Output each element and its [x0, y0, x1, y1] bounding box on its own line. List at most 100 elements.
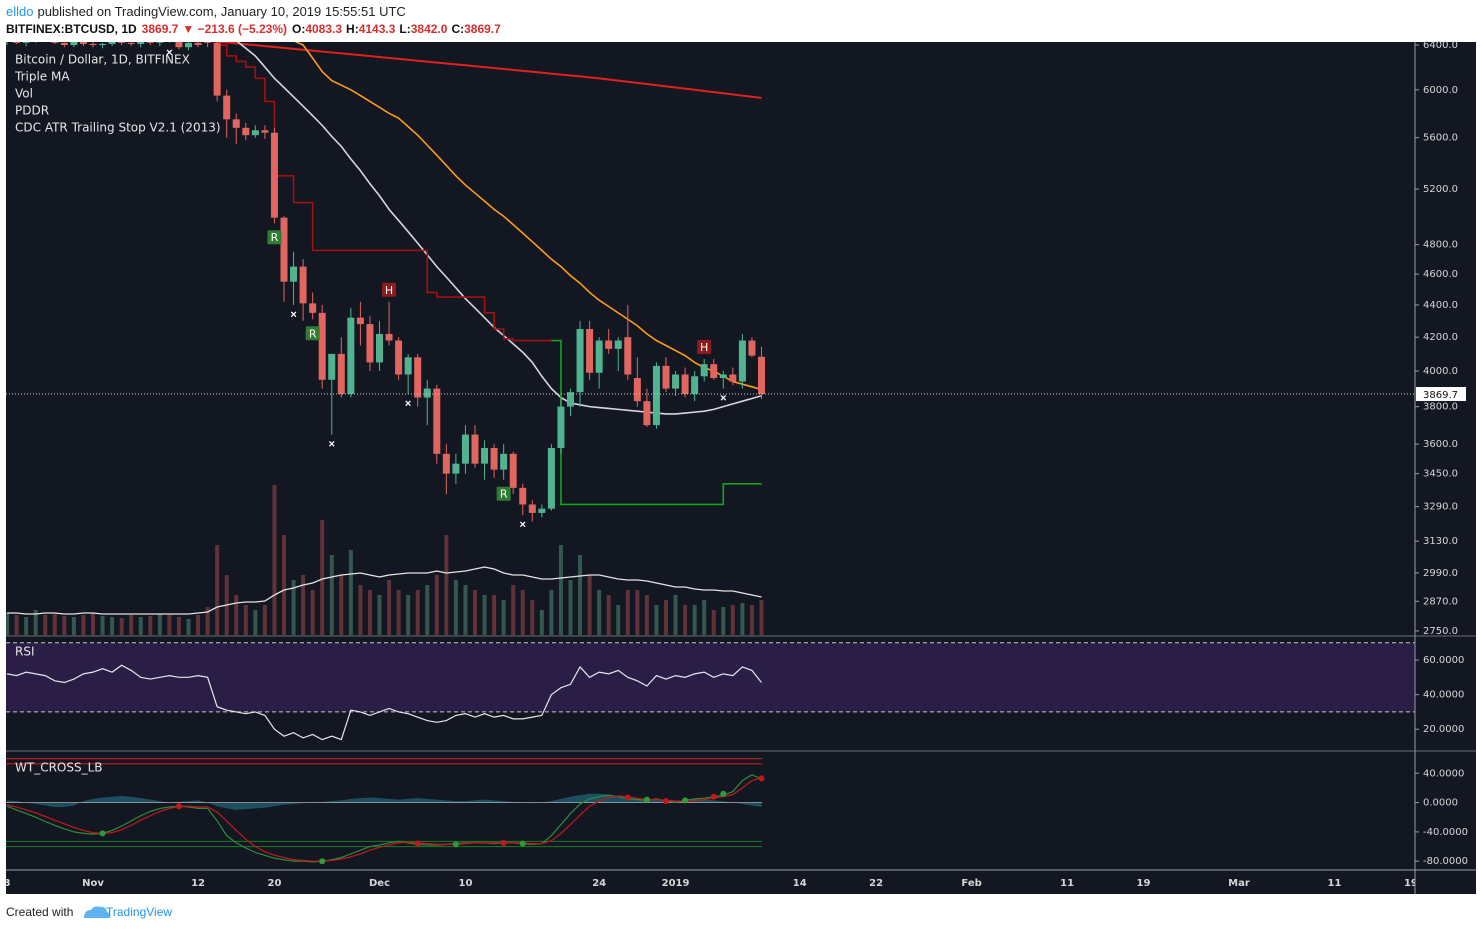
- volume-bar: [33, 610, 38, 635]
- volume-bar: [749, 605, 754, 635]
- candle-body: [204, 42, 212, 43]
- volume-bar: [282, 535, 286, 635]
- candle-body: [528, 504, 536, 513]
- candle-body: [538, 508, 546, 513]
- x-tick-label: Nov: [82, 878, 104, 889]
- volume-bar: [387, 580, 392, 635]
- wt-cross-dot: [519, 840, 526, 847]
- footer-created: Created with: [6, 905, 73, 919]
- wt-cross-dot: [682, 797, 689, 804]
- author[interactable]: elldo: [6, 4, 33, 19]
- tradingview-logo: [84, 906, 111, 918]
- wt-cross-dot: [643, 796, 650, 803]
- wt-cross-dot: [319, 858, 326, 865]
- volume-bar: [673, 595, 678, 635]
- volume-bar: [415, 590, 420, 635]
- volume-bar: [664, 600, 668, 635]
- volume-bar: [129, 615, 134, 635]
- pddr-badge: [305, 326, 320, 341]
- volume-bar: [597, 590, 602, 635]
- pane-title: WT_CROSS_LB: [15, 761, 103, 775]
- candle-body: [328, 353, 336, 380]
- y-tick-label: 3290.0: [1423, 502, 1458, 513]
- x-tick-label: 20: [267, 878, 281, 889]
- y-tick-label: 0.0000: [1423, 798, 1458, 809]
- pddr-label: R: [500, 488, 508, 501]
- pddr-badge: [382, 282, 397, 297]
- legend-item: PDDR: [15, 104, 49, 118]
- candle-body: [385, 333, 393, 341]
- x-tick-label: 11: [1060, 878, 1074, 889]
- candle-body: [681, 374, 689, 394]
- candle-body: [318, 312, 326, 380]
- volume-bar: [558, 545, 563, 635]
- volume-bar: [358, 585, 363, 635]
- y-tick-label: 2990.0: [1423, 568, 1458, 579]
- candle-body: [586, 328, 594, 373]
- y-tick-label: -40.0000: [1423, 827, 1468, 838]
- y-tick-label: 2870.0: [1423, 596, 1458, 607]
- x-tick-label: 3: [4, 878, 11, 889]
- candle-body: [42, 39, 49, 40]
- volume-bar: [148, 616, 153, 635]
- wt-cross-dot: [758, 775, 765, 782]
- candle-body: [347, 317, 355, 394]
- y-tick-label: 2750.0: [1423, 626, 1458, 637]
- y-tick-label: 3600.0: [1423, 439, 1458, 450]
- candle-body: [137, 42, 145, 44]
- pddr-label: R: [309, 327, 317, 340]
- ohlc-value: 3842.0: [411, 22, 448, 36]
- volume-bar: [721, 607, 726, 635]
- rsi-line: [6, 664, 762, 741]
- volume-bar: [138, 617, 143, 635]
- rsi-band: [6, 642, 1415, 712]
- volume-bar: [482, 595, 487, 635]
- x-tick-label: 19: [1404, 878, 1418, 889]
- candle-body: [337, 353, 345, 394]
- candle-body: [242, 127, 250, 136]
- symbol: BITFINEX:BTCUSD, 1D: [6, 22, 137, 36]
- pddr-cross: ×: [720, 393, 726, 405]
- volume-bar: [6, 613, 10, 635]
- ohlc-value: 3869.7: [464, 22, 501, 36]
- footer-brand[interactable]: TradingView: [106, 905, 172, 919]
- candle-body: [758, 356, 765, 395]
- x-tick-label: 11: [1328, 878, 1342, 889]
- y-tick-label: 40.0000: [1423, 768, 1464, 779]
- volume-bar: [110, 617, 115, 635]
- candle-body: [299, 266, 307, 304]
- y-tick-label: 3800.0: [1423, 402, 1458, 413]
- ohlc-key: H:: [346, 22, 359, 36]
- ohlc-value: 4143.3: [359, 22, 396, 36]
- volume-bar: [329, 555, 334, 635]
- last-price-label: 3869.7: [1423, 390, 1458, 401]
- legend-item: CDC ATR Trailing Stop V2.1 (2013): [15, 121, 221, 135]
- candle-body: [719, 374, 727, 379]
- volume-bar: [205, 607, 210, 635]
- candle-body: [729, 374, 737, 382]
- candle-body: [99, 43, 107, 46]
- candle-body: [156, 42, 164, 43]
- pddr-cross: ×: [329, 438, 335, 450]
- candle-body: [643, 401, 651, 426]
- volume-bar: [215, 545, 220, 635]
- y-tick-label: 40.0000: [1423, 690, 1464, 701]
- y-tick-label: 4000.0: [1423, 366, 1458, 377]
- volume-bar: [62, 616, 67, 635]
- volume-ma-line: [7, 566, 762, 615]
- x-tick-label: 2019: [662, 878, 690, 889]
- candle-body: [748, 340, 756, 356]
- pddr-badge: [267, 230, 282, 245]
- volume-bar: [14, 615, 19, 635]
- volume-bar: [453, 580, 458, 635]
- volume-bar: [492, 595, 497, 635]
- pddr-cross: ×: [166, 47, 172, 59]
- wt-cross-dot: [624, 794, 631, 801]
- y-tick-label: -80.0000: [1423, 856, 1468, 867]
- y-tick-label: 4200.0: [1423, 332, 1458, 343]
- volume-bar: [568, 580, 573, 635]
- candle-body: [519, 487, 527, 505]
- published: published on TradingView.com, January 10…: [37, 4, 405, 19]
- candle-body: [576, 328, 584, 393]
- x-tick-label: 12: [191, 878, 205, 889]
